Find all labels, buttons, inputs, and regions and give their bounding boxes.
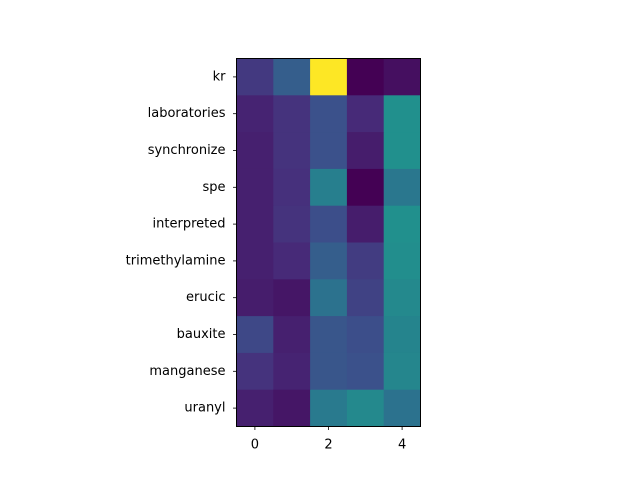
heatmap-cell <box>236 279 274 317</box>
heatmap-cell <box>383 95 421 133</box>
y-tick-label: erucic <box>186 290 226 305</box>
heatmap-cell <box>310 242 348 280</box>
heatmap-cell <box>383 316 421 354</box>
heatmap-cell <box>346 132 385 170</box>
heatmap-cell <box>383 132 421 170</box>
heatmap-cell <box>273 132 311 170</box>
heatmap-cell <box>383 205 421 243</box>
heatmap-cells <box>236 58 421 427</box>
heatmap-cell <box>273 242 311 280</box>
y-tick-label: kr <box>213 69 227 84</box>
heatmap-cell <box>236 58 274 96</box>
heatmap-cell <box>236 242 274 280</box>
heatmap-cell <box>383 352 421 391</box>
heatmap-cell <box>346 316 385 354</box>
heatmap-cell <box>273 205 311 243</box>
heatmap-cell <box>273 352 311 391</box>
y-tick-label: laboratories <box>148 106 226 121</box>
y-tick-label: interpreted <box>153 217 226 232</box>
heatmap-cell <box>310 132 348 170</box>
x-axis: 0 2 4 <box>251 426 406 453</box>
heatmap-cell <box>346 58 385 96</box>
heatmap-cell <box>310 352 348 391</box>
heatmap-cell <box>273 95 311 133</box>
y-tick-label: uranyl <box>184 401 225 416</box>
heatmap-cell <box>273 168 311 207</box>
x-tick-label: 2 <box>324 438 332 453</box>
y-axis: kr laboratories synchronize spe interpreted t… <box>126 69 237 416</box>
y-tick-label: synchronize <box>148 143 226 158</box>
heatmap-cell <box>310 205 348 243</box>
y-tick-label: manganese <box>149 364 225 379</box>
heatmap-cell <box>346 168 385 207</box>
heatmap-cell <box>346 279 385 317</box>
heatmap-cell <box>273 316 311 354</box>
heatmap-cell <box>310 389 348 427</box>
heatmap-cell <box>346 242 385 280</box>
heatmap-cell <box>383 279 421 317</box>
heatmap-cell <box>273 58 311 96</box>
heatmap-cell <box>346 95 385 133</box>
heatmap-cell <box>236 316 274 354</box>
heatmap-cell <box>310 316 348 354</box>
heatmap-cell <box>236 132 274 170</box>
heatmap-cell <box>236 389 274 427</box>
heatmap-cell <box>383 58 421 96</box>
heatmap-cell <box>236 352 274 391</box>
y-tick-label: bauxite <box>177 327 226 342</box>
y-tick-label: trimethylamine <box>126 253 226 268</box>
heatmap-cell <box>273 279 311 317</box>
heatmap-cell <box>236 168 274 207</box>
heatmap-cell <box>273 389 311 427</box>
heatmap-cell <box>236 95 274 133</box>
heatmap-cell <box>310 95 348 133</box>
heatmap-cell <box>310 279 348 317</box>
x-tick-label: 4 <box>398 438 406 453</box>
heatmap-cell <box>310 58 348 96</box>
heatmap-cell <box>346 352 385 391</box>
y-tick-label: spe <box>202 180 225 195</box>
heatmap-cell <box>383 242 421 280</box>
heatmap-cell <box>383 389 421 427</box>
heatmap-cell <box>236 205 274 243</box>
heatmap-cell <box>383 168 421 207</box>
x-tick-label: 0 <box>251 438 259 453</box>
heatmap-cell <box>346 389 385 427</box>
heatmap-cell <box>346 205 385 243</box>
heatmap-cell <box>310 168 348 207</box>
